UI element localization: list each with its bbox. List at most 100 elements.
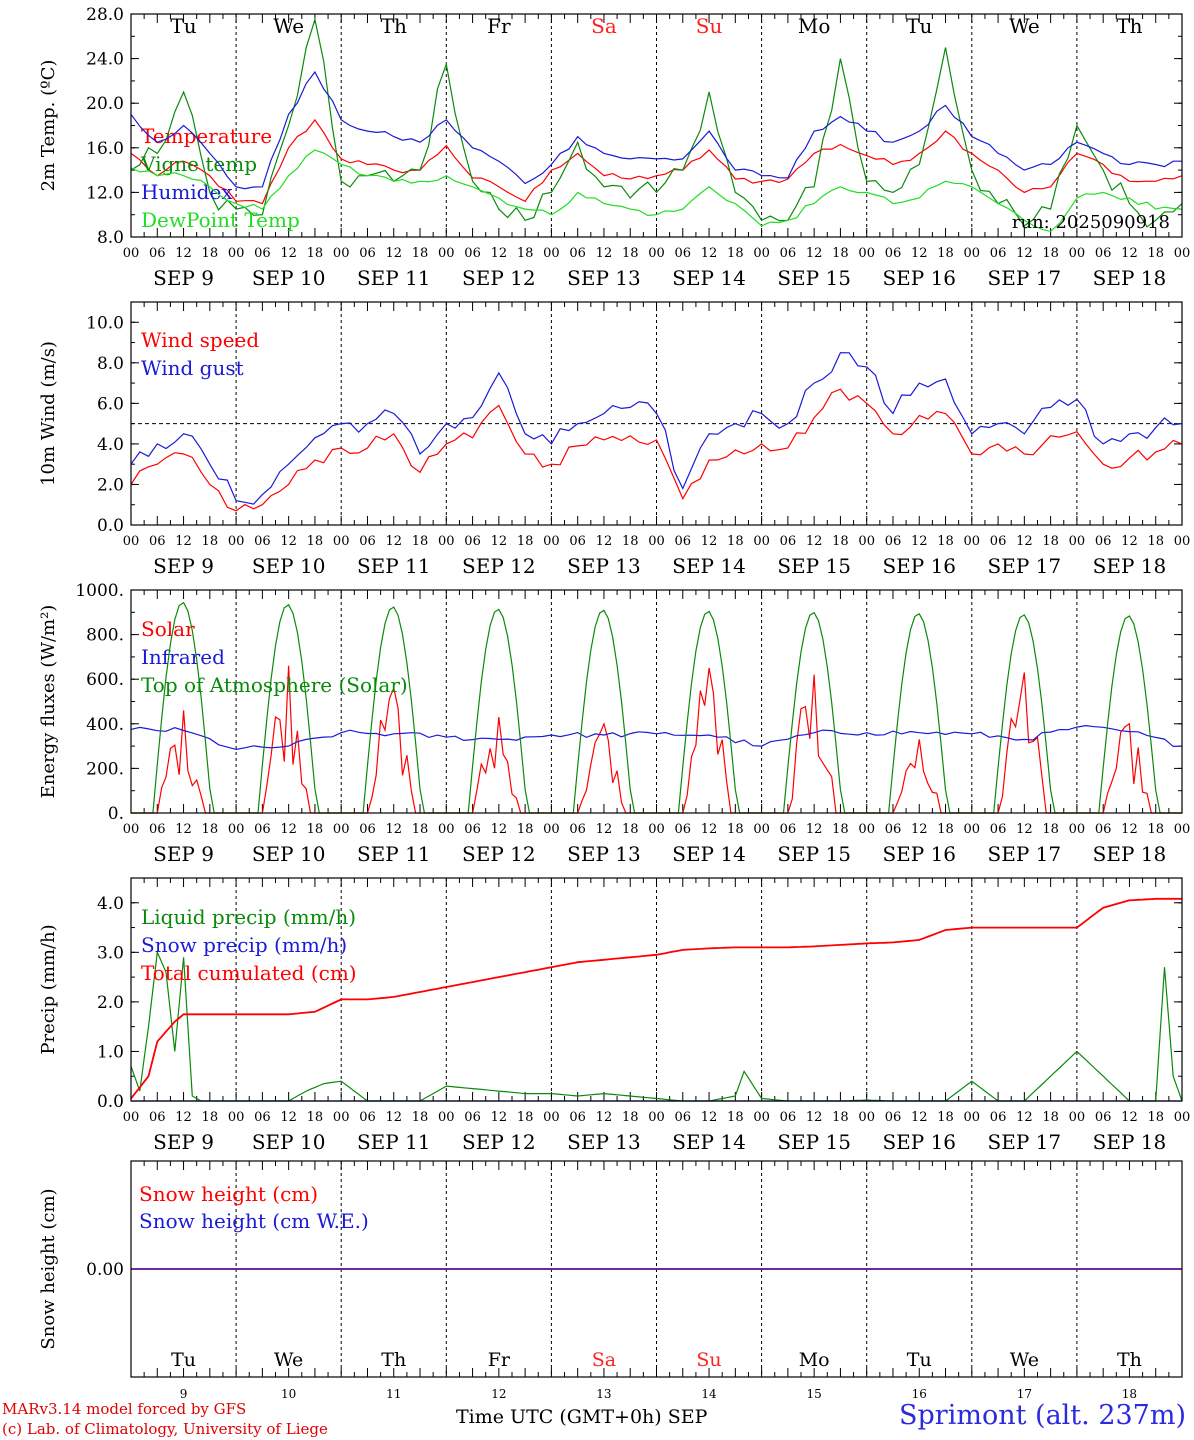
model-credit: MARv3.14 model forced by GFS [2,1400,247,1418]
date-label: SEP 18 [1093,842,1167,866]
date-label: SEP 10 [252,266,326,290]
weekday-label: Sa [591,14,617,38]
date-label: SEP 16 [882,842,956,866]
hour-tick-label: 00 [858,246,875,261]
y-tick-label: 2.0 [97,475,124,495]
hour-tick-label: 06 [885,246,902,261]
hour-tick-label: 12 [1016,822,1033,837]
date-label: SEP 11 [357,554,431,578]
hour-tick-label: 18 [1042,822,1059,837]
hour-tick-label: 06 [359,1110,376,1125]
legend-entry: Vigne temp [140,152,257,176]
hour-tick-label: 00 [1069,822,1086,837]
hour-tick-label: 12 [280,822,297,837]
weekday-label-bottom: Tu [171,1349,196,1371]
hour-tick-label: 18 [517,822,534,837]
legend-entry: Snow height (cm W.E.) [139,1209,369,1233]
day-number: 12 [491,1387,506,1401]
hour-tick-label: 06 [780,1110,797,1125]
date-label: SEP 14 [672,1130,746,1154]
hour-tick-label: 18 [1147,1110,1164,1125]
weekday-label-bottom: Th [1117,1349,1142,1371]
date-label: SEP 17 [988,266,1062,290]
date-label: SEP 15 [777,266,851,290]
panel-frame [130,877,1183,1102]
hour-tick-label: 06 [149,1110,166,1125]
hour-tick-label: 00 [438,534,455,549]
hour-tick-label: 00 [123,1110,140,1125]
date-label: SEP 17 [988,1130,1062,1154]
y-tick-label: 20.0 [86,94,124,114]
y-tick-label: 1.0 [97,1042,124,1062]
legend-entry: Top of Atmosphere (Solar) [141,673,408,697]
hour-tick-label: 06 [780,534,797,549]
y-tick-label: 400. [86,715,124,735]
hour-tick-label: 00 [648,822,665,837]
weekday-label: Su [696,14,723,38]
hour-labels: 00 06 12 18 00 06 12 18 00 06 12 18 00 06 12 18 00 06 12 18… [123,822,1191,837]
hour-tick-label: 00 [333,1110,350,1125]
date-label: SEP 15 [777,1130,851,1154]
hour-tick-label: 18 [1042,1110,1059,1125]
hour-tick-label: 06 [780,822,797,837]
hour-tick-label: 18 [622,1110,639,1125]
hour-tick-label: 18 [832,822,849,837]
hour-tick-label: 06 [675,246,692,261]
hour-tick-label: 12 [1121,822,1138,837]
hour-tick-label: 00 [753,1110,770,1125]
hour-tick-label: 18 [832,534,849,549]
hour-tick-label: 12 [596,534,613,549]
y-tick-label: 6.0 [97,394,124,414]
y-tick-label: 8.0 [97,354,124,374]
hour-tick-label: 12 [280,246,297,261]
hour-tick-label: 06 [885,1110,902,1125]
hour-tick-label: 00 [543,246,560,261]
hour-tick-label: 18 [622,246,639,261]
hour-tick-label: 18 [1147,534,1164,549]
hour-tick-label: 06 [359,822,376,837]
hour-tick-label: 18 [202,246,219,261]
hour-tick-label: 00 [858,534,875,549]
y-axis-title: Precip (mm/h) [38,924,59,1054]
hour-tick-label: 06 [569,1110,586,1125]
date-label: SEP 12 [462,554,536,578]
date-label: SEP 16 [882,1130,956,1154]
legend-entry: DewPoint Temp [141,208,300,232]
date-label: SEP 10 [252,554,326,578]
hour-tick-label: 06 [464,246,481,261]
y-tick-label: 3.0 [97,943,124,963]
day-number: 15 [807,1387,822,1401]
weekday-label: Tu [170,14,196,38]
hour-tick-label: 12 [385,822,402,837]
hour-tick-label: 12 [596,246,613,261]
series-line-2 [130,897,1182,1100]
y-tick-label: 0.0 [97,516,124,536]
y-tick-label: 16.0 [86,139,124,159]
hour-tick-label: 18 [202,1110,219,1125]
y-tick-label: 200. [86,759,124,779]
hour-tick-label: 06 [1095,822,1112,837]
hour-tick-label: 06 [885,822,902,837]
hour-labels: 00 06 12 18 00 06 12 18 00 06 12 18 00 06 12 18 00 06 12 18… [123,1110,1191,1125]
hour-tick-label: 12 [491,1110,508,1125]
hour-tick-label: 06 [149,822,166,837]
hour-tick-label: 00 [1069,534,1086,549]
hour-tick-label: 18 [727,822,744,837]
weekday-label-bottom: Mo [799,1349,830,1371]
hour-tick-label: 00 [753,822,770,837]
hour-tick-label: 18 [307,822,324,837]
hour-tick-label: 18 [517,534,534,549]
y-tick-label: 4.0 [97,894,124,914]
date-label: SEP 13 [567,1130,641,1154]
hour-tick-label: 06 [1095,534,1112,549]
hour-tick-label: 00 [333,246,350,261]
y-tick-label: 800. [86,626,124,646]
weekday-label: Fr [487,14,511,38]
date-label: SEP 18 [1093,554,1167,578]
hour-tick-label: 18 [307,1110,324,1125]
weekday-label: Th [381,14,407,38]
hour-tick-label: 00 [1069,1110,1086,1125]
hour-tick-label: 12 [1121,534,1138,549]
y-axis-title: Snow height (cm) [38,1188,59,1349]
